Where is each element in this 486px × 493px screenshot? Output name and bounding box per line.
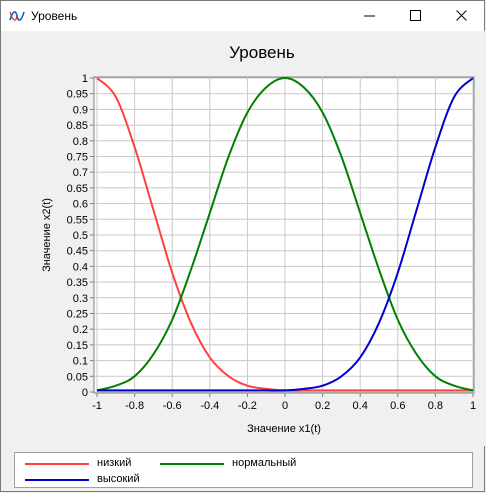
x-tick-label: 0.2 bbox=[315, 400, 330, 412]
x-tick-label: 0.8 bbox=[428, 400, 443, 412]
y-tick-label: 0.4 bbox=[73, 261, 88, 273]
legend-label-normal: нормальный bbox=[232, 457, 297, 469]
y-tick-label: 0.8 bbox=[73, 136, 88, 148]
y-tick-label: 0.3 bbox=[73, 293, 88, 305]
x-tick-label: 1 bbox=[470, 400, 476, 412]
app-icon bbox=[9, 11, 25, 21]
window-title: Уровень bbox=[31, 9, 78, 23]
close-icon bbox=[456, 10, 467, 21]
y-tick-label: 1 bbox=[82, 73, 88, 85]
series-group bbox=[96, 76, 474, 392]
y-tick-label: 0.9 bbox=[73, 104, 88, 116]
y-tick-label: 0.7 bbox=[73, 167, 88, 179]
close-button[interactable] bbox=[439, 1, 485, 31]
x-tick-label: -0.8 bbox=[125, 400, 144, 412]
chart-area: Уровень 0 0.05 0.1 0.15 0.2 0.25 0.3 0.35 0.4 0.4… bbox=[1, 31, 486, 446]
x-tick-label: 0 bbox=[282, 400, 288, 412]
title-bar[interactable]: Уровень bbox=[1, 1, 484, 31]
x-tick-label: -0.2 bbox=[238, 400, 257, 412]
y-tick-label: 0.05 bbox=[67, 371, 88, 383]
y-tick-label: 0.75 bbox=[67, 152, 88, 164]
y-tick-label: 0.45 bbox=[67, 246, 88, 258]
maximize-icon bbox=[410, 10, 421, 21]
x-tick-label: 0.6 bbox=[390, 400, 405, 412]
y-tick-label: 0.35 bbox=[67, 277, 88, 289]
minimize-icon bbox=[364, 15, 375, 17]
x-tick-label: -1 bbox=[92, 400, 102, 412]
y-tick-label: 0.85 bbox=[67, 120, 88, 132]
legend-swatch-low bbox=[25, 463, 89, 465]
y-tick-label: 0.65 bbox=[67, 183, 88, 195]
y-tick-label: 0.15 bbox=[67, 340, 88, 352]
legend-swatch-normal bbox=[160, 463, 224, 465]
legend-label-low: низкий bbox=[97, 457, 132, 469]
line-chart: Уровень 0 0.05 0.1 0.15 0.2 0.25 0.3 0.35 0.4 0.4… bbox=[41, 43, 476, 435]
y-tick-label: 0.25 bbox=[67, 309, 88, 321]
legend: низкий нормальный высокий bbox=[14, 452, 473, 488]
chart-title: Уровень bbox=[229, 43, 295, 62]
y-tick-label: 0.55 bbox=[67, 214, 88, 226]
y-axis: 0 0.05 0.1 0.15 0.2 0.25 0.3 0.35 0.4 0.45 0.5 0.55… bbox=[67, 73, 94, 399]
series-high-line bbox=[97, 77, 474, 392]
y-tick-label: 0.2 bbox=[73, 324, 88, 336]
y-tick-label: 0.5 bbox=[73, 230, 88, 242]
legend-swatch-high bbox=[25, 479, 89, 481]
y-axis-label: Значение x2(t) bbox=[41, 198, 53, 272]
y-tick-label: 0.1 bbox=[73, 356, 88, 368]
maximize-button[interactable] bbox=[393, 1, 439, 31]
y-tick-label: 0 bbox=[82, 387, 88, 399]
minimize-button[interactable] bbox=[347, 1, 393, 31]
x-axis-label: Значение x1(t) bbox=[247, 423, 321, 435]
x-tick-label: 0.4 bbox=[353, 400, 368, 412]
series-normal-line bbox=[96, 76, 474, 392]
y-tick-label: 0.6 bbox=[73, 199, 88, 211]
legend-label-high: высокий bbox=[97, 473, 140, 485]
x-axis: -1 -0.8 -0.6 -0.4 -0.2 0 0.2 0.4 0.6 0.8 1 bbox=[92, 393, 476, 412]
x-tick-label: -0.4 bbox=[200, 400, 219, 412]
x-tick-label: -0.6 bbox=[163, 400, 182, 412]
y-tick-label: 0.95 bbox=[67, 89, 88, 101]
